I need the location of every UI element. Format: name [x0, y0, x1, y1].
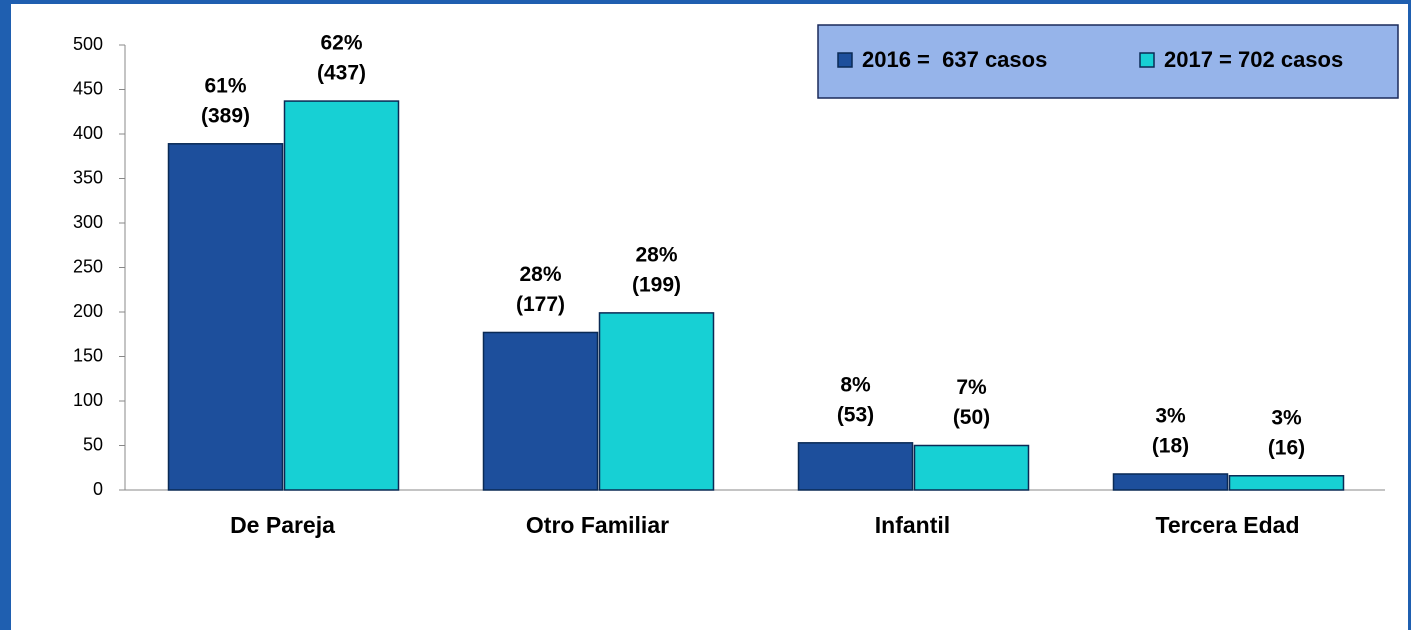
value-label: (18) [1152, 435, 1189, 458]
bar-shade [601, 314, 712, 488]
value-label: (199) [632, 273, 681, 296]
frame-left [0, 0, 11, 630]
legend-marker [1139, 52, 1155, 68]
x-tick-label: Otro Familiar [526, 512, 669, 538]
value-label: (53) [837, 403, 874, 426]
percent-label: 3% [1271, 406, 1302, 429]
bar-shade [286, 103, 397, 488]
y-tick-label: 400 [73, 123, 103, 143]
value-label: (50) [953, 406, 990, 429]
bar-shade [800, 444, 911, 488]
y-tick-label: 50 [83, 434, 103, 454]
bar-shade [170, 145, 281, 489]
percent-label: 3% [1155, 405, 1186, 428]
frame-right [1408, 0, 1411, 630]
x-tick-label: De Pareja [230, 512, 335, 538]
percent-label: 28% [519, 263, 561, 286]
bar-shade [1231, 477, 1342, 488]
bar-shade [485, 334, 596, 488]
y-tick-label: 300 [73, 212, 103, 232]
y-tick-label: 450 [73, 78, 103, 98]
legend-box [817, 24, 1399, 99]
value-label: (16) [1268, 436, 1305, 459]
y-tick-label: 100 [73, 390, 103, 410]
y-tick-label: 0 [93, 479, 103, 499]
y-tick-label: 250 [73, 256, 103, 276]
x-tick-label: Infantil [875, 512, 950, 538]
percent-label: 62% [320, 32, 362, 55]
frame-top [0, 0, 1411, 4]
percent-label: 8% [840, 373, 871, 396]
percent-label: 28% [635, 243, 677, 266]
percent-label: 61% [204, 74, 246, 97]
value-label: (389) [201, 104, 250, 127]
value-label: (437) [317, 62, 366, 85]
y-tick-label: 500 [73, 34, 103, 54]
y-tick-label: 150 [73, 345, 103, 365]
y-tick-label: 200 [73, 301, 103, 321]
value-label: (177) [516, 293, 565, 316]
y-tick-label: 350 [73, 167, 103, 187]
bar-shade [916, 447, 1027, 488]
bar-shade [1115, 475, 1226, 488]
legend-label: 2017 = 702 casos [1164, 47, 1343, 72]
x-tick-label: Tercera Edad [1155, 512, 1299, 538]
percent-label: 7% [956, 376, 987, 399]
legend-label: 2016 = 637 casos [862, 47, 1047, 72]
legend-marker [837, 52, 853, 68]
